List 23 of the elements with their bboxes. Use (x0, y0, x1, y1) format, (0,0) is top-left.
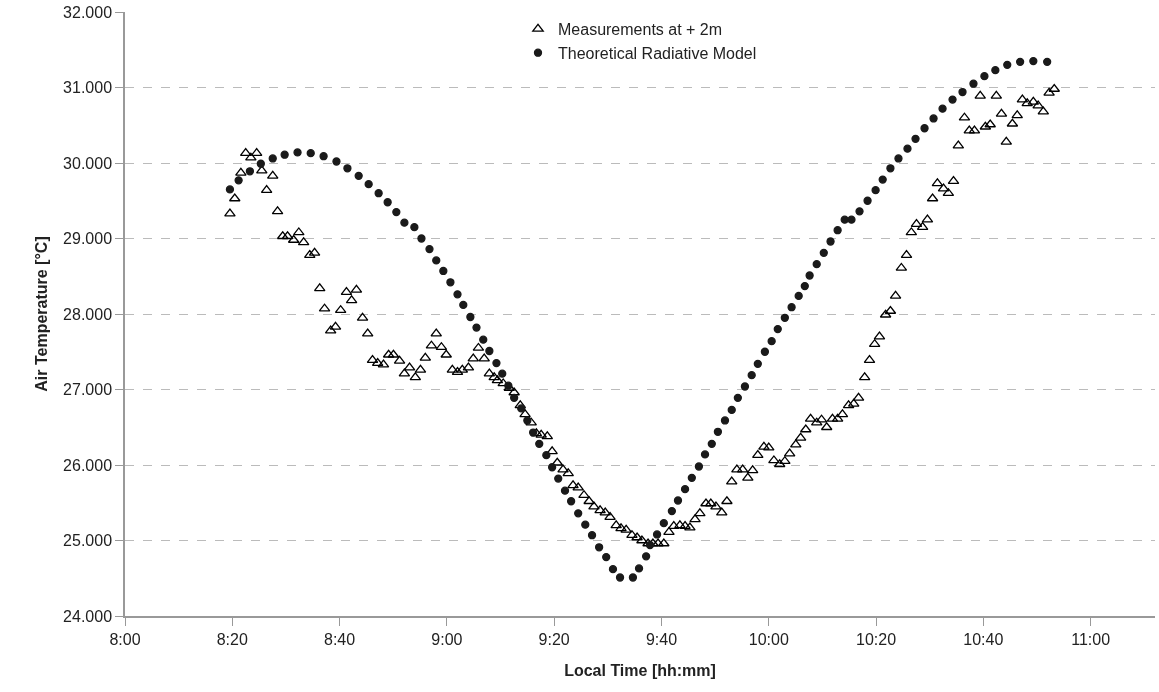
y-tick-label: 30.000 (63, 154, 113, 172)
y-tick-label: 28.000 (63, 305, 113, 323)
x-tick-label: 10:40 (963, 630, 1004, 648)
x-axis-title: Local Time [hh:mm] (564, 662, 716, 680)
legend-label: Measurements at + 2m (558, 21, 723, 39)
y-tick-label: 32.000 (63, 3, 113, 21)
x-tick-label: 8:00 (109, 630, 141, 648)
x-tick-label: 11:00 (1071, 630, 1111, 648)
legend-label: Theoretical Radiative Model (558, 44, 757, 62)
x-tick-label: 9:40 (645, 630, 678, 648)
x-tick-label: 8:40 (324, 630, 356, 648)
y-tick-label: 27.000 (63, 381, 113, 399)
x-tick-label: 10:20 (856, 630, 897, 648)
x-tick-label: 9:00 (431, 630, 463, 648)
y-tick-label: 31.000 (63, 79, 113, 97)
y-axis-title: Air Temperature [°C] (32, 236, 50, 392)
y-tick-label: 29.000 (63, 230, 113, 248)
y-tick-label: 26.000 (63, 456, 113, 474)
x-tick-label: 8:20 (216, 630, 248, 648)
y-tick-label: 25.000 (63, 532, 113, 550)
x-tick-label: 9:20 (538, 630, 570, 648)
x-tick-label: 10:00 (748, 630, 789, 648)
y-tick-label: 24.000 (63, 607, 113, 625)
